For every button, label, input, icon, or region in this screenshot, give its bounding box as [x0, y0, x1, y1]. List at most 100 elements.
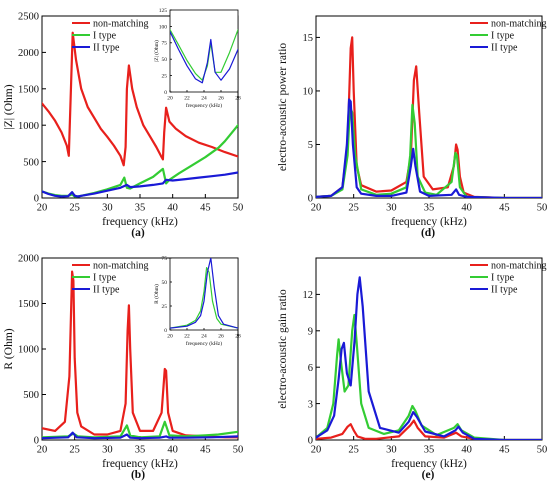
x-tick-label: 30 — [102, 445, 113, 456]
y-tick-label: 500 — [23, 157, 39, 168]
y-tick-label: 2000 — [18, 48, 39, 59]
inset-y-tick-label: 75 — [162, 41, 168, 47]
legend-label-2: II type — [93, 43, 120, 54]
inset-x-tick-label: 26 — [218, 334, 224, 340]
x-tick-label: 40 — [167, 203, 178, 214]
inset-x-tick-label: 28 — [235, 334, 241, 340]
y-tick-label: 9 — [308, 326, 313, 337]
x-tick-label: 25 — [69, 445, 80, 456]
x-tick-label: 35 — [135, 203, 146, 214]
x-tick-label: 45 — [499, 445, 510, 456]
series-line-2 — [42, 431, 238, 440]
series-line-2 — [316, 98, 542, 198]
inset-y-tick-label: 100 — [159, 24, 168, 30]
inset-y-tick-label: 75 — [162, 256, 168, 262]
y-axis-label: |Z| (Ohm) — [3, 84, 15, 129]
x-tick-label: 25 — [69, 203, 80, 214]
x-tick-label: 35 — [135, 445, 146, 456]
chart-panel-1: 20 25 30 35 40 45 500500100015002000frequency … — [3, 254, 243, 481]
y-tick-label: 0 — [308, 194, 313, 205]
legend-label-0: non-matching — [93, 261, 149, 272]
legend-label-1: I type — [93, 273, 117, 284]
inset-x-tick-label: 20 — [167, 96, 173, 102]
x-tick-label: 25 — [348, 203, 359, 214]
x-tick-label: 40 — [461, 203, 472, 214]
inset-series-line-1 — [170, 267, 238, 329]
y-tick-label: 1000 — [18, 121, 39, 132]
inset-series-line-2 — [170, 31, 238, 84]
x-axis-label: frequency (kHz) — [391, 458, 467, 470]
x-tick-label: 50 — [233, 445, 244, 456]
x-tick-label: 30 — [386, 445, 397, 456]
y-tick-label: 2500 — [18, 12, 39, 23]
legend-label-2: II type — [93, 285, 120, 296]
inset-series-group — [170, 29, 238, 84]
inset-series-line-1 — [170, 29, 238, 81]
x-tick-label: 45 — [200, 445, 211, 456]
chart-panel-2: 20 25 30 35 40 45 50 0 5 10 15 frequency (kHz) elect… — [277, 15, 547, 239]
x-axis-label: frequency (kHz) — [391, 216, 467, 228]
inset-x-tick-label: 22 — [184, 96, 190, 102]
y-tick-label: 1500 — [18, 299, 39, 310]
y-axis-label: R (Ohm) — [3, 328, 15, 369]
inset-y-tick-label: 25 — [162, 304, 168, 310]
inset-y-tick-label: 0 — [164, 90, 167, 96]
y-tick-label: 500 — [23, 390, 39, 401]
series-line-1 — [316, 103, 542, 198]
legend-label-2: II type — [491, 285, 518, 296]
inset-chart: 20 22 24 26 28 0 25 50 75 100 125 frequency (kHz) |Z… — [153, 8, 241, 109]
y-tick-label: 0 — [34, 194, 39, 205]
x-tick-label: 45 — [499, 203, 510, 214]
inset-y-tick-label: 50 — [162, 57, 168, 63]
x-tick-label: 40 — [167, 445, 178, 456]
inset-series-line-2 — [170, 258, 238, 329]
series-group — [316, 276, 542, 440]
panel-label: (b) — [131, 469, 145, 481]
y-tick-label: 1500 — [18, 84, 39, 95]
y-axis-label: electro-acoustic gain ratio — [277, 289, 289, 409]
x-tick-label: 50 — [233, 203, 244, 214]
x-tick-label: 45 — [200, 203, 211, 214]
y-tick-label: 15 — [303, 33, 314, 44]
legend-label-0: non-matching — [491, 261, 547, 272]
inset-series-group — [170, 258, 238, 329]
y-tick-label: 6 — [308, 363, 313, 374]
legend-label-2: II type — [491, 43, 518, 54]
panel-label: (a) — [131, 227, 145, 239]
y-tick-label: 0 — [308, 436, 313, 447]
series-group — [316, 36, 542, 198]
y-axis-label: electro-acoustic power ratio — [277, 43, 289, 172]
x-tick-label: 35 — [424, 445, 435, 456]
y-tick-label: 5 — [308, 140, 313, 151]
inset-y-tick-label: 50 — [162, 280, 168, 286]
series-line-2 — [316, 276, 542, 440]
x-tick-label: 35 — [424, 203, 435, 214]
series-group — [42, 31, 238, 198]
y-tick-label: 1000 — [18, 345, 39, 356]
legend-label-0: non-matching — [93, 19, 149, 30]
inset-y-tick-label: 25 — [162, 74, 168, 80]
series-line-2 — [42, 171, 238, 198]
x-tick-label: 30 — [386, 203, 397, 214]
series-line-0 — [316, 419, 542, 440]
inset-x-axis-label: frequency (kHz) — [186, 102, 222, 109]
x-tick-label: 20 — [37, 445, 48, 456]
x-axis-label: frequency (kHz) — [102, 458, 178, 470]
inset-x-tick-label: 20 — [167, 334, 173, 340]
inset-background — [170, 10, 238, 92]
inset-chart: 20 22 24 26 28 0 25 50 75 frequency (kHz) R (Ohm) — [153, 256, 241, 347]
inset-x-tick-label: 22 — [184, 334, 190, 340]
legend-label-1: I type — [93, 31, 117, 42]
inset-y-tick-label: 0 — [164, 328, 167, 334]
inset-y-tick-label: 125 — [159, 8, 168, 14]
panel-label: (d) — [421, 227, 435, 239]
inset-x-axis-label: frequency (kHz) — [186, 340, 222, 347]
inset-y-axis-label: |Z| (Ohm) — [153, 40, 160, 62]
x-tick-label: 50 — [537, 445, 548, 456]
y-tick-label: 2000 — [18, 254, 39, 265]
